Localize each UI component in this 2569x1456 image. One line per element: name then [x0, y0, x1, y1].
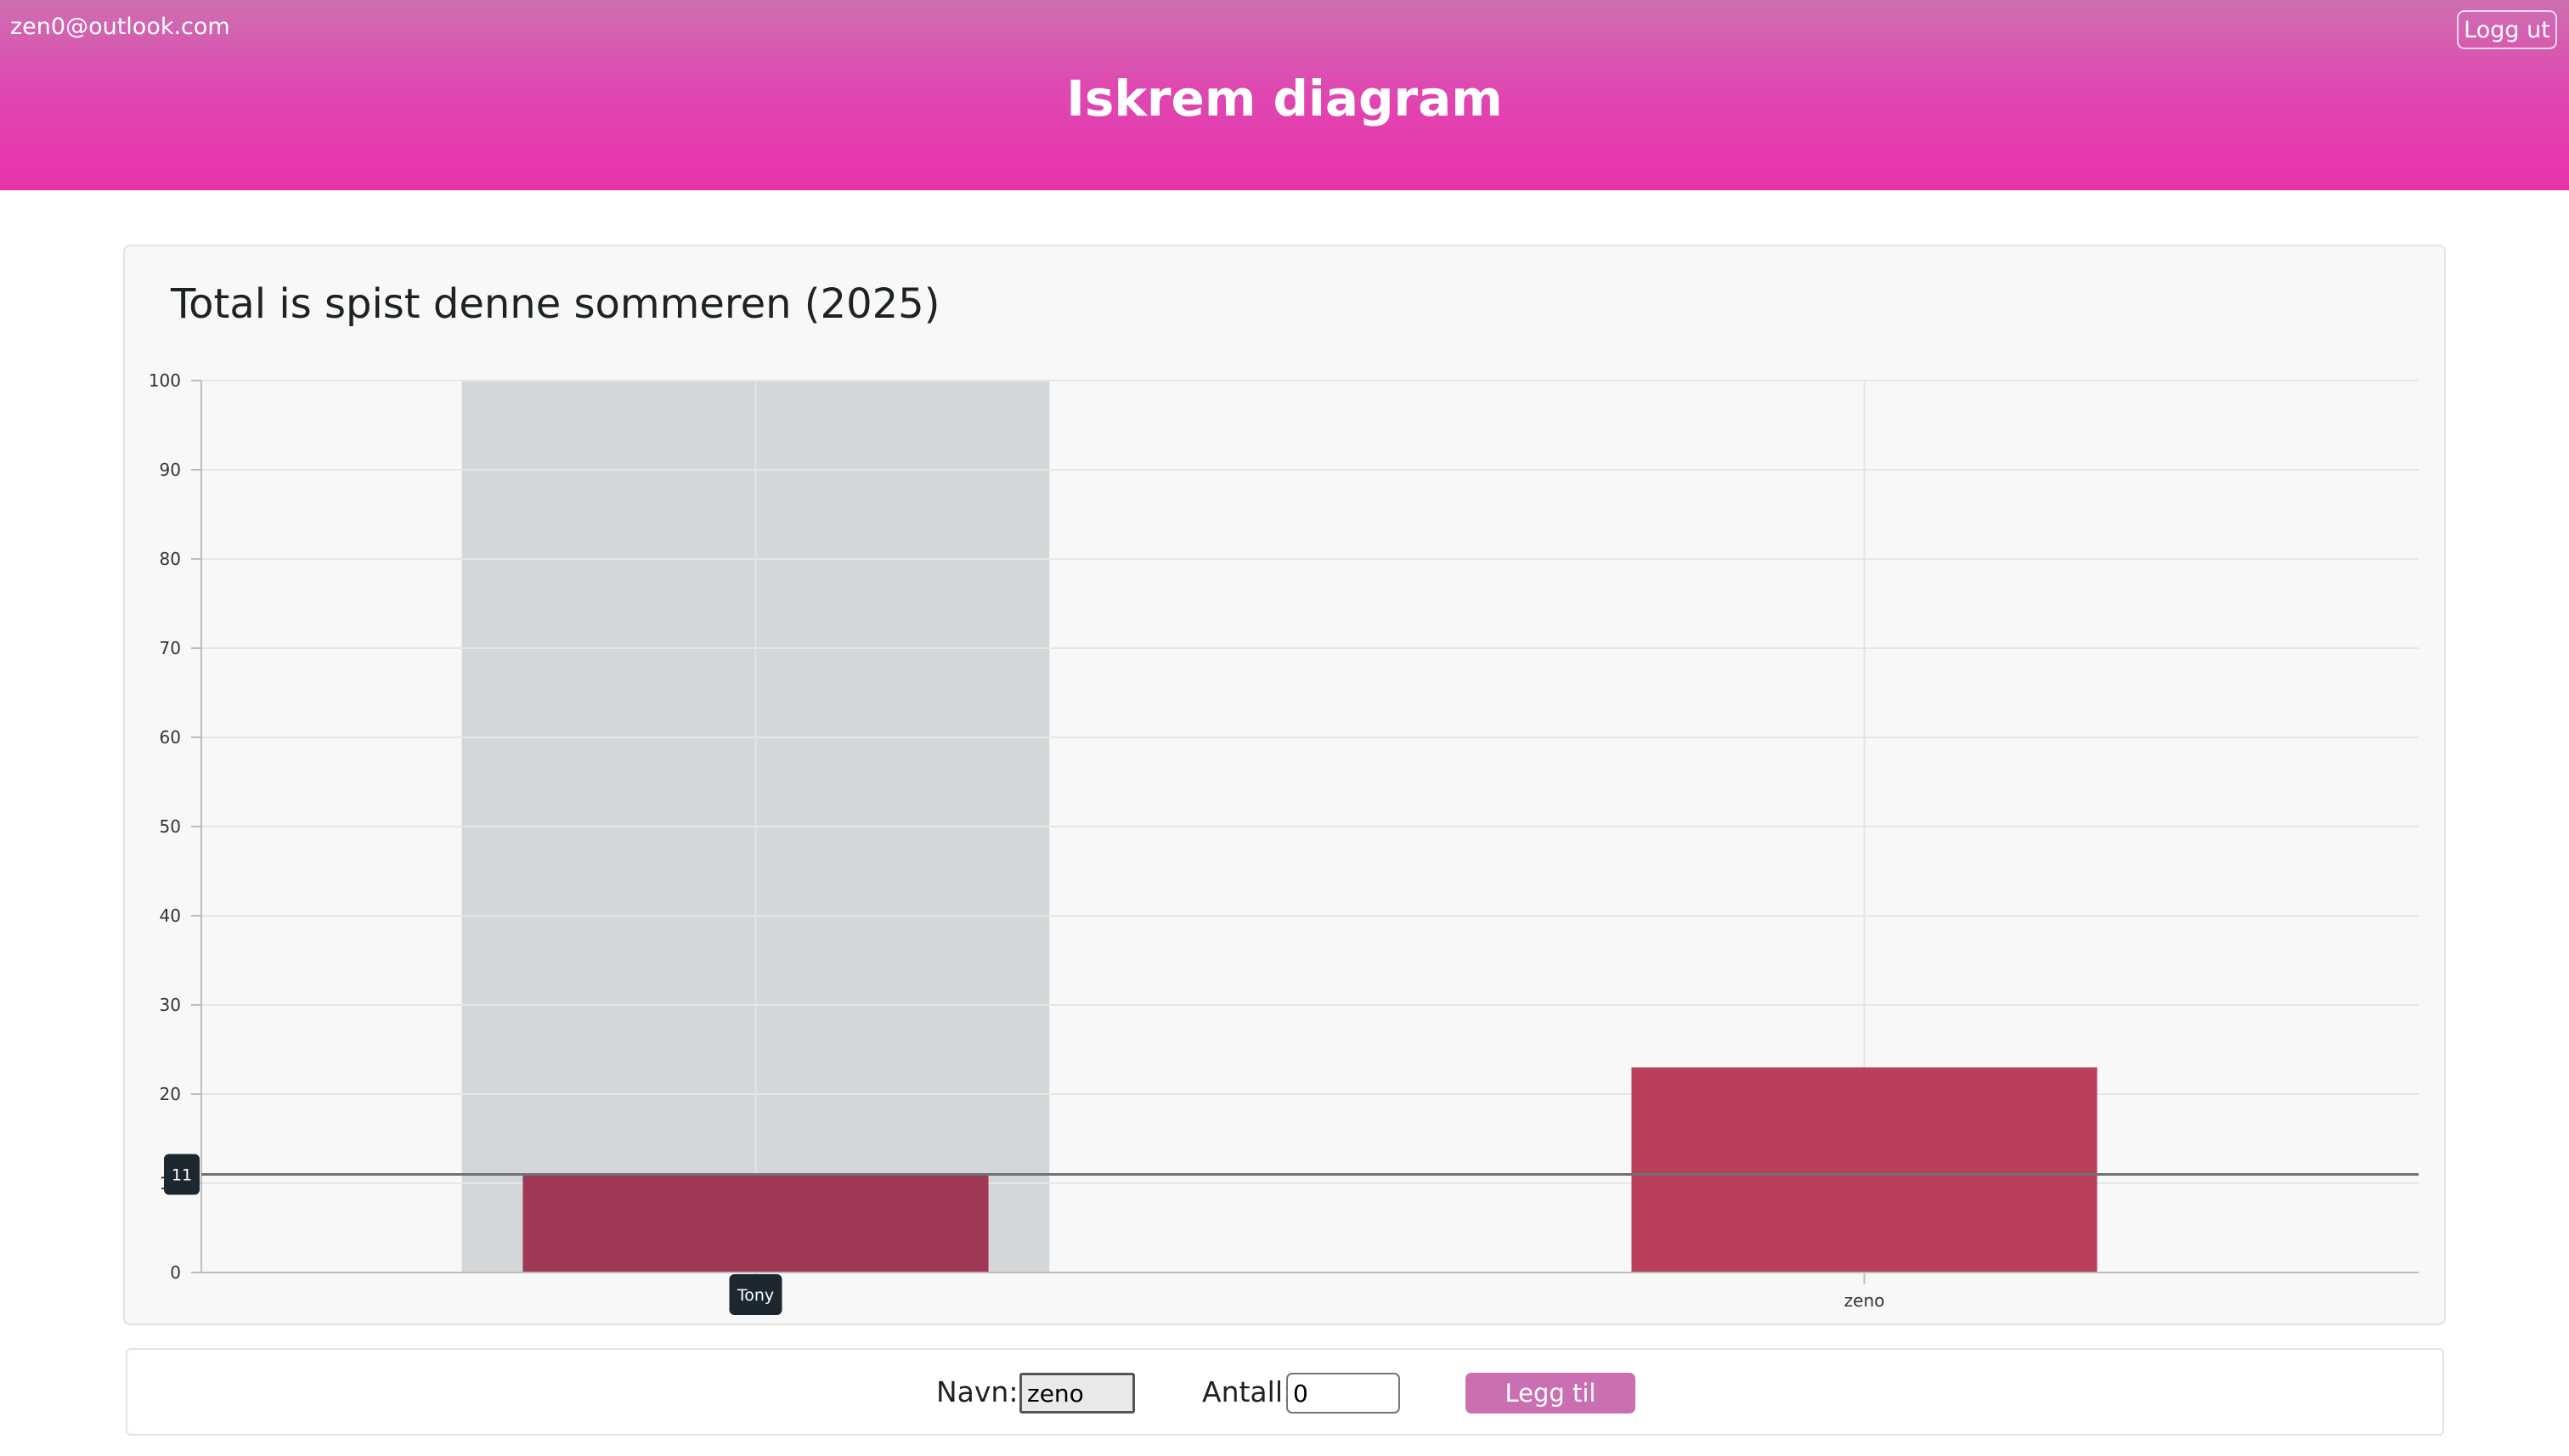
add-entry-form: Navn: Antall: Legg til: [126, 1348, 2444, 1436]
y-value-tooltip-text: 11: [172, 1166, 192, 1185]
app-header: zen0@outlook.com Logg ut Iskrem diagram: [0, 0, 2569, 190]
amount-label: Antall:: [1202, 1375, 1293, 1408]
y-tick-label: 80: [160, 549, 181, 569]
name-label: Navn:: [936, 1375, 1019, 1408]
add-button[interactable]: Legg til: [1465, 1373, 1635, 1414]
y-tick-label: 30: [160, 995, 181, 1015]
name-input[interactable]: [1019, 1373, 1135, 1414]
x-category-tooltip: Tony: [729, 1274, 782, 1315]
y-tick-label: 0: [170, 1262, 181, 1283]
chart-card: Total is spist denne sommeren (2025) 0 10…: [123, 245, 2446, 1325]
logout-button[interactable]: Logg ut: [2457, 10, 2557, 49]
y-tick-label: 60: [160, 727, 181, 748]
bar-tony[interactable]: [522, 1174, 989, 1273]
y-tick-label: 40: [160, 906, 181, 926]
user-email: zen0@outlook.com: [10, 14, 230, 40]
y-value-tooltip-box: [164, 1154, 200, 1195]
y-tick-label: 100: [149, 370, 181, 391]
page-title: Iskrem diagram: [1066, 70, 1503, 127]
x-tick-label: zeno: [1844, 1290, 1885, 1311]
bar-chart[interactable]: 0102030405060708090100zeno11Tony: [125, 246, 2444, 1323]
x-category-tooltip-box: [729, 1274, 782, 1315]
x-category-tooltip-text: Tony: [737, 1286, 774, 1305]
y-tick-label: 50: [160, 816, 181, 837]
y-tick-label: 90: [160, 460, 181, 480]
chart-title: Total is spist denne sommeren (2025): [171, 280, 940, 328]
y-value-tooltip: 11: [164, 1154, 200, 1195]
amount-input[interactable]: [1286, 1373, 1400, 1414]
y-tick-label: 20: [160, 1084, 181, 1104]
bar-zeno[interactable]: [1631, 1067, 2098, 1273]
y-tick-label: 70: [160, 638, 181, 658]
